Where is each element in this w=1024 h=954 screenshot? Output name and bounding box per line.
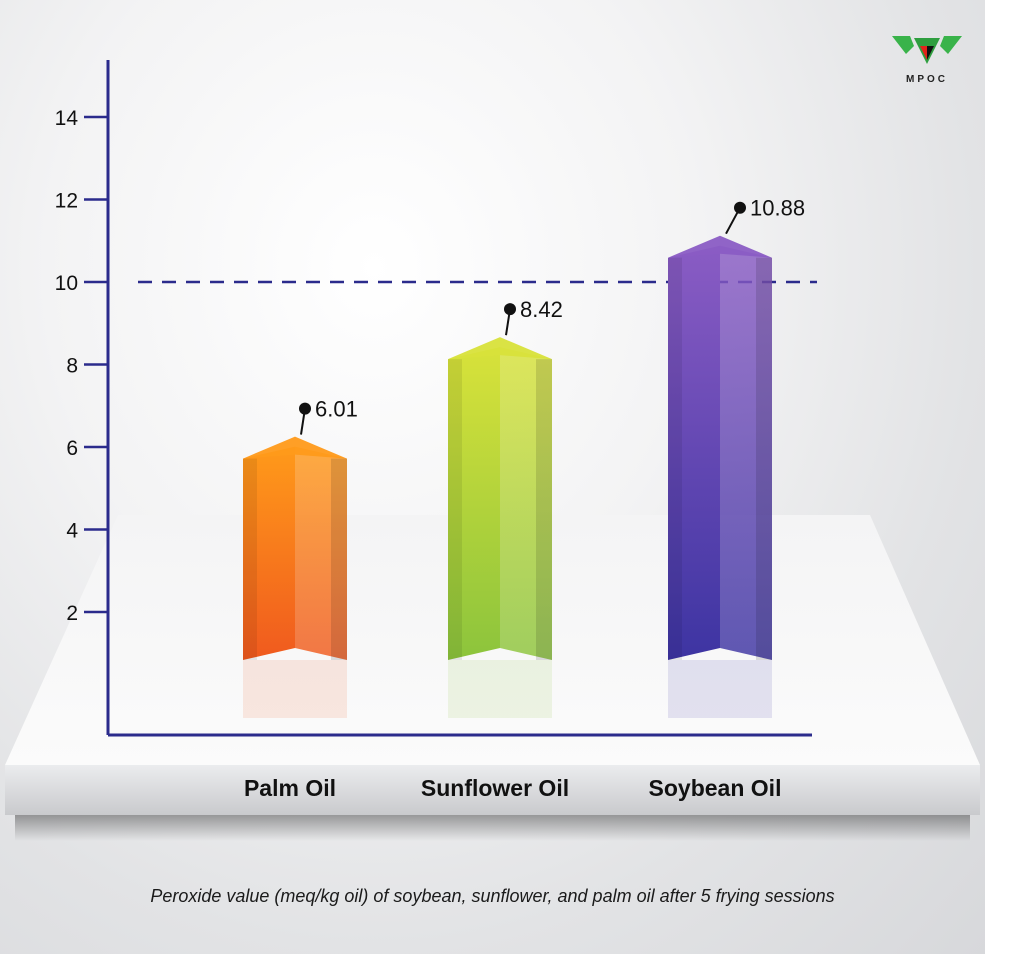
- y-tick-label: 2: [66, 602, 78, 625]
- bar-edge-shade-left: [243, 458, 257, 660]
- category-label-soybean: Soybean Oil: [649, 775, 782, 801]
- bar-top-cap: [448, 337, 552, 360]
- bar-left-face: [668, 245, 720, 660]
- bar-reflection: [448, 660, 552, 718]
- bar-sunflower: [448, 337, 552, 718]
- value-label-palm: 6.01: [315, 397, 358, 422]
- bar-right-face: [500, 347, 552, 660]
- chart-stage: 2 4 6 8 10 12 14 6.01 Palm Oil 8.42 Sunflower Oil…: [0, 0, 985, 954]
- platform-front: [5, 765, 980, 815]
- platform-shadow: [15, 815, 970, 841]
- bar-left-face: [243, 446, 295, 660]
- chart-caption: Peroxide value (meq/kg oil) of soybean, …: [150, 886, 835, 906]
- y-tick-label: 4: [66, 520, 78, 543]
- bar-reflection: [668, 660, 772, 718]
- bar-soybean: [668, 235, 772, 718]
- bar-right-face: [295, 446, 347, 660]
- bar-right-face: [720, 245, 772, 660]
- mpoc-logo-icon: [892, 36, 962, 64]
- category-label-palm: Palm Oil: [244, 775, 336, 801]
- y-tick-label: 8: [66, 355, 78, 378]
- bar-top-cap: [243, 436, 347, 459]
- value-dot: [299, 402, 311, 415]
- bar-edge-shade: [756, 257, 772, 660]
- bar-chart: 2 4 6 8 10 12 14 6.01 Palm Oil 8.42 Sunflower Oil…: [5, 60, 980, 841]
- mpoc-logo: MPOC: [890, 24, 964, 94]
- y-tick-label: 10: [55, 272, 78, 295]
- y-tick-label: 12: [55, 190, 78, 213]
- category-label-sunflower: Sunflower Oil: [421, 775, 569, 801]
- y-tick-label: 6: [66, 437, 78, 460]
- bar-edge-shade-left: [668, 257, 682, 660]
- value-label-soybean: 10.88: [750, 196, 805, 221]
- value-dot: [504, 303, 516, 316]
- value-dot: [734, 201, 746, 214]
- value-label-sunflower: 8.42: [520, 297, 563, 322]
- bar-top-cap: [668, 235, 772, 258]
- y-tick-label: 14: [55, 107, 79, 130]
- logo-wordmark: MPOC: [906, 74, 948, 85]
- bar-edge-shade: [536, 359, 552, 660]
- bar-edge-shade: [331, 458, 347, 660]
- bar-reflection: [243, 660, 347, 718]
- bar-left-face: [448, 347, 500, 660]
- bar-palm: [243, 436, 347, 718]
- bar-edge-shade-left: [448, 359, 462, 660]
